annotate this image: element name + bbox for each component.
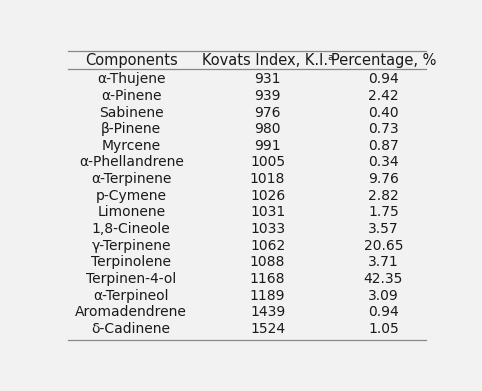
Text: 1031: 1031 [250, 205, 285, 219]
Text: Aromadendrene: Aromadendrene [75, 305, 187, 319]
Text: 0.87: 0.87 [368, 139, 399, 153]
Text: α-Phellandrene: α-Phellandrene [79, 156, 184, 169]
Text: 1033: 1033 [250, 222, 285, 236]
Text: α-Terpineol: α-Terpineol [94, 289, 169, 303]
Text: Limonene: Limonene [97, 205, 165, 219]
Text: 0.34: 0.34 [368, 156, 399, 169]
Text: 1.75: 1.75 [368, 205, 399, 219]
Text: α-Pinene: α-Pinene [101, 89, 161, 103]
Text: Terpinen-4-ol: Terpinen-4-ol [86, 272, 176, 286]
Text: Myrcene: Myrcene [102, 139, 161, 153]
Text: 9.76: 9.76 [368, 172, 399, 186]
Text: 2.82: 2.82 [368, 189, 399, 203]
Text: 1026: 1026 [250, 189, 285, 203]
Text: Percentage, %: Percentage, % [331, 53, 436, 68]
Text: 1005: 1005 [250, 156, 285, 169]
Text: p-Cymene: p-Cymene [96, 189, 167, 203]
Text: 0.94: 0.94 [368, 305, 399, 319]
Text: γ-Terpinene: γ-Terpinene [92, 239, 171, 253]
Text: 1439: 1439 [250, 305, 285, 319]
Text: 980: 980 [254, 122, 281, 136]
Text: 20.65: 20.65 [363, 239, 403, 253]
Text: 976: 976 [254, 106, 281, 120]
Text: 931: 931 [254, 72, 281, 86]
Text: 0.73: 0.73 [368, 122, 399, 136]
Text: δ-Cadinene: δ-Cadinene [92, 322, 171, 336]
Text: 3.71: 3.71 [368, 255, 399, 269]
Text: Components: Components [85, 53, 177, 68]
Text: 3.09: 3.09 [368, 289, 399, 303]
Text: 1088: 1088 [250, 255, 285, 269]
Text: 991: 991 [254, 139, 281, 153]
Text: 1168: 1168 [250, 272, 285, 286]
Text: Terpinolene: Terpinolene [91, 255, 171, 269]
Text: α-Thujene: α-Thujene [97, 72, 165, 86]
Text: α-Terpinene: α-Terpinene [91, 172, 172, 186]
Text: Kovats Index, K.I.ᵃ: Kovats Index, K.I.ᵃ [201, 53, 334, 68]
Text: 1189: 1189 [250, 289, 285, 303]
Text: β-Pinene: β-Pinene [101, 122, 161, 136]
Text: Sabinene: Sabinene [99, 106, 163, 120]
Text: 42.35: 42.35 [364, 272, 403, 286]
Text: 1524: 1524 [250, 322, 285, 336]
Text: 0.94: 0.94 [368, 72, 399, 86]
Text: 1018: 1018 [250, 172, 285, 186]
Text: 0.40: 0.40 [368, 106, 399, 120]
Text: 939: 939 [254, 89, 281, 103]
Text: 3.57: 3.57 [368, 222, 399, 236]
Text: 1.05: 1.05 [368, 322, 399, 336]
Text: 1062: 1062 [250, 239, 285, 253]
Text: 2.42: 2.42 [368, 89, 399, 103]
Text: 1,8-Cineole: 1,8-Cineole [92, 222, 171, 236]
